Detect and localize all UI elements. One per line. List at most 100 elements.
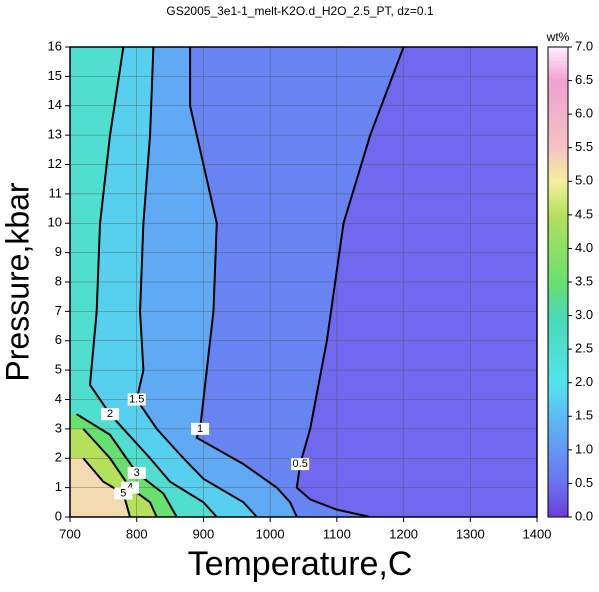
colorbar-tick-label: 7.0 <box>575 38 593 53</box>
colorbar-swatch <box>548 271 568 276</box>
colorbar-swatch <box>548 466 568 471</box>
contour-label-bg <box>114 487 133 500</box>
plot-area: 0.511.52345 <box>70 47 537 517</box>
colorbar-swatch <box>548 114 568 118</box>
x-tick-label: 800 <box>126 526 148 541</box>
colorbar-swatch <box>548 476 568 481</box>
x-tick-label: 700 <box>59 526 81 541</box>
colorbar-swatch <box>548 396 568 400</box>
colorbar-tick-label: 0.0 <box>575 508 593 523</box>
colorbar-swatch <box>548 147 568 152</box>
y-tick-label: 14 <box>48 97 62 112</box>
colorbar-swatch <box>548 241 568 246</box>
colorbar-swatch <box>548 449 568 454</box>
colorbar-swatch <box>548 137 568 142</box>
colorbar-swatch <box>548 154 568 159</box>
y-tick-label: 7 <box>55 303 62 318</box>
colorbar-swatch <box>548 191 568 196</box>
colorbar-swatch <box>548 107 568 112</box>
contour-label: 0.5 <box>293 458 308 470</box>
colorbar-swatch <box>548 302 568 306</box>
y-tick-label: 11 <box>49 185 63 200</box>
colorbar-tick-label: 3.5 <box>575 273 593 288</box>
colorbar-swatch <box>548 399 568 404</box>
colorbar-swatch <box>548 342 568 347</box>
colorbar-swatch <box>548 406 568 411</box>
colorbar-tick-label: 5.5 <box>575 139 593 154</box>
colorbar-swatch <box>548 419 568 424</box>
x-tick-label: 1400 <box>523 526 552 541</box>
contour-line <box>189 47 298 517</box>
y-tick-label: 2 <box>55 450 62 465</box>
colorbar-swatch <box>548 372 568 377</box>
colorbar-swatch <box>548 315 568 320</box>
colorbar-swatch <box>548 188 568 192</box>
colorbar-swatch <box>548 208 568 212</box>
colorbar-swatch <box>548 423 568 427</box>
colorbar-swatch <box>548 483 568 488</box>
colorbar-swatch <box>548 248 568 253</box>
colorbar-tick-label: 3.0 <box>575 307 593 322</box>
colorbar-swatch <box>548 53 568 58</box>
colorbar-swatch <box>548 97 568 102</box>
x-axis-label: Temperature,C <box>188 545 413 583</box>
y-tick-label: 0 <box>55 508 62 523</box>
colorbar-swatch <box>548 429 568 434</box>
colorbar-swatch <box>548 292 568 296</box>
colorbar-swatch <box>548 349 568 353</box>
colorbar-swatch <box>548 506 568 511</box>
colorbar-swatch <box>548 164 568 169</box>
y-tick-label: 6 <box>55 332 62 347</box>
colorbar-swatch <box>548 503 568 508</box>
contour-line <box>88 47 218 517</box>
contour-label-bg <box>127 466 146 479</box>
contour-label-bg <box>127 393 146 406</box>
colorbar-swatch <box>548 77 568 82</box>
colorbar-tick-label: 6.5 <box>575 72 593 87</box>
colorbar-swatch <box>548 57 568 61</box>
colorbar-swatch <box>548 355 568 360</box>
contour-label: 5 <box>120 487 126 499</box>
colorbar-swatch <box>548 73 568 78</box>
colorbar-swatch <box>548 70 568 75</box>
colorbar-swatch <box>548 463 568 468</box>
colorbar-tick-label: 1.5 <box>575 408 593 423</box>
colorbar-swatch <box>548 87 568 92</box>
colorbar-swatch <box>548 83 568 88</box>
colorbar-swatch <box>548 167 568 172</box>
colorbar-swatch <box>548 198 568 202</box>
x-tick-label: 1300 <box>456 526 485 541</box>
colorbar-swatch <box>548 459 568 464</box>
colorbar-swatch <box>548 298 568 303</box>
colorbar-swatch <box>548 473 568 478</box>
colorbar-swatch <box>548 194 568 199</box>
colorbar-swatch <box>548 500 568 505</box>
colorbar-swatch <box>548 235 568 239</box>
colorbar-swatch <box>548 376 568 380</box>
colorbar-swatch <box>548 100 568 105</box>
colorbar-swatch <box>548 177 568 182</box>
y-tick-label: 10 <box>48 215 62 230</box>
colorbar-swatch <box>548 151 568 155</box>
y-tick-label: 5 <box>55 362 62 377</box>
colorbar-swatch <box>548 513 568 518</box>
y-tick-label: 8 <box>55 273 62 288</box>
colorbar-swatch <box>548 238 568 243</box>
contour-label: 1.5 <box>129 393 144 405</box>
colorbar-swatch <box>548 67 568 71</box>
colorbar-swatch <box>548 322 568 327</box>
colorbar-swatch <box>548 228 568 233</box>
colorbar-swatch <box>548 480 568 484</box>
colorbar-swatch <box>548 382 568 387</box>
colorbar-swatch <box>548 470 568 474</box>
colorbar-swatch <box>548 211 568 216</box>
colorbar-swatch <box>548 496 568 501</box>
colorbar-tick-label: 1.0 <box>575 441 593 456</box>
colorbar-swatch <box>548 124 568 129</box>
colorbar-swatch <box>548 359 568 364</box>
contour-label-bg <box>191 422 210 435</box>
colorbar-swatch <box>548 117 568 122</box>
x-tick-label: 1000 <box>256 526 285 541</box>
colorbar-swatch <box>548 365 568 370</box>
